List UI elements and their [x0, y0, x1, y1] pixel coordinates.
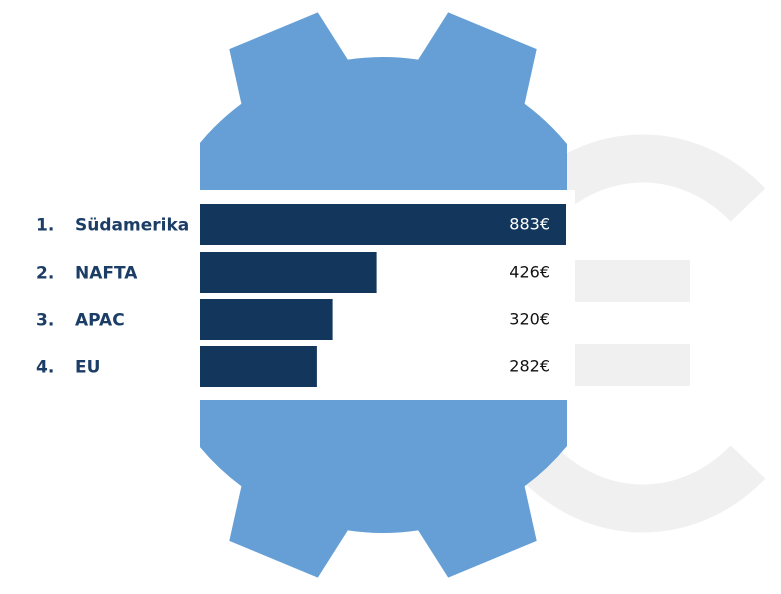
category-labels: Südamerika NAFTA APAC EU [75, 216, 189, 378]
rank-labels: 1. 2. 3. 4. [36, 216, 54, 378]
bar-2 [200, 252, 377, 293]
rank-label: 2. [36, 264, 54, 284]
rank-label: 4. [36, 358, 54, 378]
bar-3 [200, 299, 333, 340]
value-labels: 883€ 426€ 320€ 282€ [509, 215, 550, 376]
value-label: 426€ [509, 263, 550, 282]
value-label: 282€ [509, 357, 550, 376]
category-label: EU [75, 358, 100, 378]
category-label: Südamerika [75, 216, 189, 236]
category-label: APAC [75, 311, 125, 331]
bar-1 [200, 204, 566, 245]
value-label: 883€ [509, 215, 550, 234]
value-label: 320€ [509, 310, 550, 329]
gear-shape [200, 12, 567, 578]
rank-label: 3. [36, 311, 54, 331]
category-label: NAFTA [75, 264, 138, 284]
rank-label: 1. [36, 216, 54, 236]
bar-series [200, 204, 566, 387]
bar-4 [200, 346, 317, 387]
